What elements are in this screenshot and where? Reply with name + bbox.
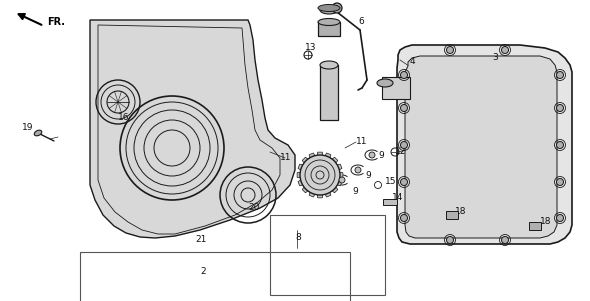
Ellipse shape	[320, 6, 338, 14]
Text: 20: 20	[248, 203, 260, 213]
Polygon shape	[405, 56, 557, 238]
Polygon shape	[339, 172, 343, 178]
Ellipse shape	[318, 18, 340, 26]
Text: 2: 2	[200, 268, 206, 277]
Polygon shape	[309, 153, 316, 159]
Polygon shape	[324, 153, 331, 159]
Polygon shape	[331, 186, 338, 193]
Bar	[382, 77, 410, 99]
Circle shape	[401, 215, 408, 222]
Circle shape	[502, 46, 509, 54]
Polygon shape	[397, 45, 572, 244]
Polygon shape	[297, 172, 301, 178]
Text: 9: 9	[378, 150, 384, 160]
Text: 6: 6	[358, 17, 364, 26]
Circle shape	[556, 104, 563, 111]
Polygon shape	[90, 20, 295, 238]
Circle shape	[556, 215, 563, 222]
Polygon shape	[336, 164, 342, 170]
Text: 16: 16	[118, 113, 129, 123]
Polygon shape	[317, 194, 323, 198]
Text: FR.: FR.	[47, 17, 65, 27]
Circle shape	[556, 141, 563, 148]
Text: 9: 9	[365, 170, 371, 179]
Text: 11: 11	[280, 154, 291, 163]
Circle shape	[401, 141, 408, 148]
Bar	[318, 22, 340, 36]
Circle shape	[401, 72, 408, 79]
Text: 19: 19	[22, 123, 34, 132]
Circle shape	[401, 178, 408, 185]
Ellipse shape	[318, 5, 340, 11]
Text: 13: 13	[305, 44, 316, 52]
Circle shape	[502, 237, 509, 244]
Circle shape	[300, 155, 340, 195]
Text: 11: 11	[356, 138, 368, 147]
Polygon shape	[317, 152, 323, 156]
Polygon shape	[298, 164, 304, 170]
Bar	[320, 65, 338, 120]
Polygon shape	[324, 191, 331, 197]
Circle shape	[447, 237, 454, 244]
Circle shape	[401, 104, 408, 111]
Circle shape	[556, 178, 563, 185]
Polygon shape	[302, 157, 309, 164]
Circle shape	[369, 152, 375, 158]
Bar	[383, 199, 397, 205]
Text: 21: 21	[195, 235, 206, 244]
Polygon shape	[331, 157, 338, 164]
Text: 18: 18	[540, 218, 552, 226]
Ellipse shape	[320, 61, 338, 69]
Bar	[80, 252, 350, 301]
Text: 15: 15	[385, 178, 396, 187]
Circle shape	[339, 177, 345, 183]
Polygon shape	[302, 186, 309, 193]
Circle shape	[355, 167, 361, 173]
Ellipse shape	[377, 79, 393, 87]
Text: 9: 9	[352, 188, 358, 197]
Bar	[529, 222, 541, 230]
Polygon shape	[309, 191, 316, 197]
Text: 3: 3	[492, 54, 498, 63]
Polygon shape	[336, 180, 342, 186]
Circle shape	[447, 46, 454, 54]
Ellipse shape	[332, 3, 342, 13]
Ellipse shape	[34, 130, 42, 136]
Text: 10: 10	[305, 173, 316, 182]
Bar	[270, 215, 385, 295]
Text: 14: 14	[392, 194, 404, 203]
Bar	[446, 211, 458, 219]
Text: 18: 18	[455, 207, 467, 216]
Text: 5: 5	[405, 83, 411, 92]
Polygon shape	[298, 180, 304, 186]
Text: 12: 12	[395, 147, 407, 157]
Text: 8: 8	[295, 234, 301, 243]
Text: 4: 4	[410, 57, 415, 67]
Circle shape	[556, 72, 563, 79]
